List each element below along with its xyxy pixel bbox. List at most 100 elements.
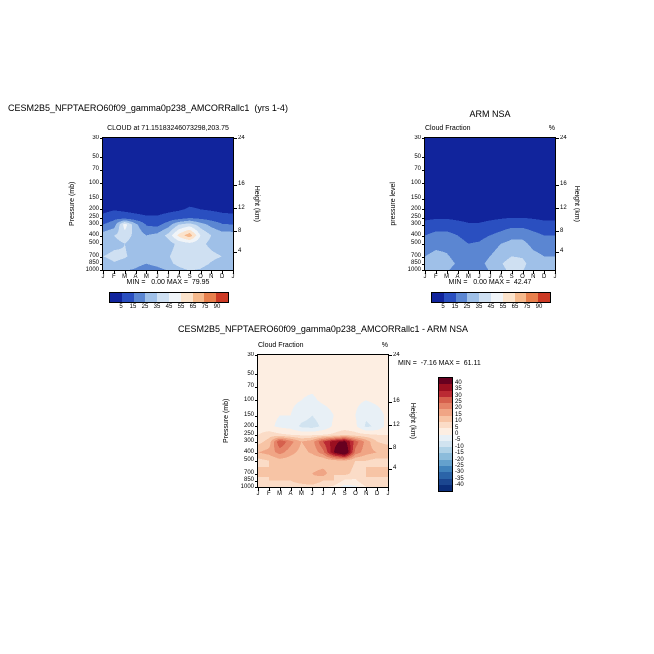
month-tick-label: M [465,274,471,280]
colorbar-tick-label: -25 [455,462,464,469]
pressure-tick-label: 400 [88,232,99,238]
height-tick-mark [556,184,559,186]
colorbar-segment [157,293,169,302]
month-tick-label: S [342,491,347,497]
colorbar-tick-label: -5 [455,437,461,444]
colorbar-segment [439,453,452,460]
height-tick-label: 24 [560,134,567,141]
colorbar-segment [439,378,452,385]
month-tick-mark [124,271,126,274]
month-tick-label: A [331,491,336,497]
pressure-tick-label: 100 [88,179,99,186]
colorbar-tick-label: 40 [455,379,462,386]
pressure-tick-mark [255,415,258,417]
month-tick-mark [103,271,104,274]
pressure-tick-mark [255,473,258,475]
pressure-tick-mark [100,183,103,185]
plot-area [257,354,389,488]
height-tick-label: 8 [238,227,242,234]
colorbar-tick-label: 25 [455,399,462,406]
height-tick-mark [389,468,392,470]
pressure-tick-mark [422,217,425,219]
panel-subtitle-row: Cloud Fraction % [425,125,555,133]
month-tick-mark [233,271,234,274]
colorbar-segment [443,293,456,302]
pressure-tick-label: 70 [92,166,99,173]
colorbar-tick-label: -15 [455,450,464,457]
colorbar-tick-label: 25 [141,304,149,310]
pressure-tick-label: 300 [243,438,254,445]
month-tick-label: J [166,274,170,280]
month-tick-label: O [353,491,358,497]
pressure-tick-label: 100 [243,396,254,403]
colorbar-segment [216,293,228,302]
month-tick-label: D [374,491,380,497]
pressure-tick-mark [255,460,258,462]
unit-label: % [548,125,555,132]
colorbar-tick-label: 20 [455,405,462,412]
colorbar-segment [479,293,491,302]
colorbar-tick-label: 75 [201,304,209,310]
height-tick-mark [234,251,237,253]
pressure-tick-mark [422,138,425,139]
month-tick-mark [157,271,159,274]
pressure-tick-mark [255,355,258,356]
month-tick-label: S [187,274,192,280]
month-tick-label: A [455,274,460,280]
pressure-tick-mark [255,480,258,482]
month-tick-mark [533,271,535,274]
pressure-tick-label: 70 [414,166,421,173]
month-tick-mark [268,488,270,491]
pressure-tick-mark [100,217,103,219]
month-tick-label: O [198,274,203,280]
month-tick-mark [446,271,448,274]
colorbar-segment [439,396,452,404]
colorbar-segment [502,293,515,302]
pressure-tick-label: 50 [247,370,254,377]
colorbar-tick-label: 35 [475,304,483,310]
pressure-tick-mark [100,243,103,245]
pressure-tick-mark [100,209,103,211]
pressure-tick-label: 500 [88,240,99,247]
colorbar-segment [439,409,452,416]
colorbar-tick-label: 35 [153,304,161,310]
month-tick-mark [468,271,470,274]
height-tick-label: 16 [560,181,567,188]
colorbar-segment [180,293,193,302]
pressure-tick-mark [100,235,103,237]
colorbar-tick-label: -20 [455,456,464,463]
month-tick-label: M [143,274,149,280]
pressure-tick-label: 50 [92,153,99,160]
pressure-tick-label: 250 [410,214,421,221]
month-tick-label: J [231,274,235,280]
pressure-tick-label: 400 [410,232,421,238]
height-tick-mark [556,231,559,233]
pressure-tick-label: 300 [410,221,421,228]
month-tick-mark [323,488,324,491]
month-tick-label: F [266,491,271,497]
colorbar-tick-label: 5 [441,304,445,310]
month-tick-mark [135,271,137,274]
pressure-tick-label: 500 [243,457,254,464]
height-tick-mark [556,138,559,139]
colorbar-tick-label: 35 [455,386,462,393]
colorbar-segment [490,293,503,302]
month-tick-label: D [541,274,547,280]
colorbar-segment [439,415,452,422]
pressure-tick-mark [422,224,425,226]
month-tick-mark [344,488,346,491]
pressure-tick-mark [255,441,258,443]
month-tick-label: N [364,491,369,497]
pressure-tick-label: 150 [243,412,254,419]
pressure-tick-label: 1000 [240,483,254,490]
height-axis-label: Height (km) [252,185,260,222]
colorbar-segment [204,293,217,302]
colorbar-segment [133,293,146,302]
colorbar-tick-label: 15 [129,304,137,310]
pressure-tick-label: 30 [92,134,99,141]
height-tick-label: 12 [238,204,245,211]
panel-subtitle-row: Cloud Fraction % [258,342,388,350]
panel-title: ARM NSA [469,109,511,119]
colorbar-segment [514,293,527,302]
